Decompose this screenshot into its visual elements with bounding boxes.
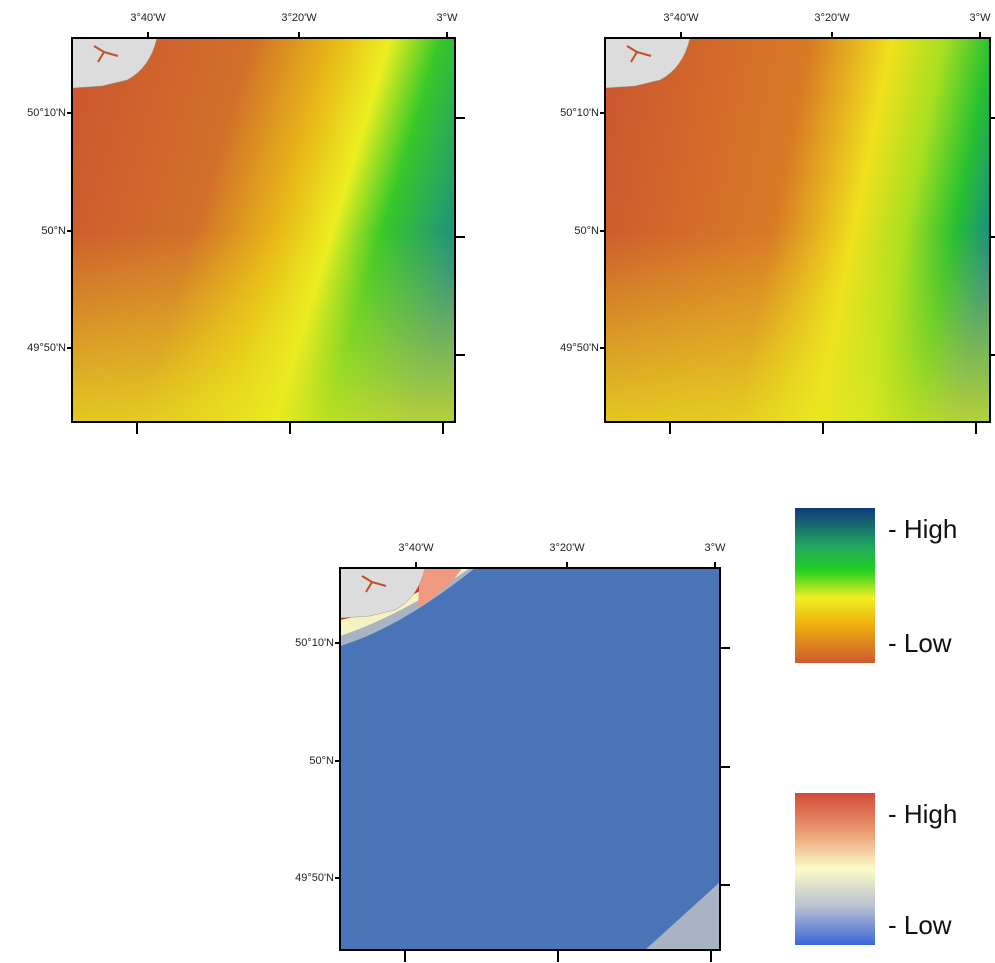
legend-high: - High [888,514,957,544]
latitude-label: 49°50'N [560,342,599,354]
latitude-label: 50°10'N [27,107,66,119]
legend-ramp [795,793,875,945]
latitude-label: 49°50'N [295,872,334,884]
legend: - High - Low [795,508,957,663]
legend-ramp [795,508,875,663]
map-panel: 3°40'W 3°20'W 3°W 50°10'N 50°N 49°50'N [27,12,465,434]
longitude-label: 3°W [705,542,727,554]
latitude-label: 50°N [309,755,334,767]
longitude-label: 3°20'W [281,12,317,24]
latitude-label: 50°N [574,225,599,237]
longitude-label: 3°40'W [398,542,434,554]
longitude-label: 3°20'W [549,542,585,554]
map-shading [72,38,455,422]
map-panel: 3°40'W 3°20'W 3°W 50°10'N 50°N 49°50'N [560,12,995,434]
figure: 3°40'W3°20'W3°W50°10'N50°N49°50'N3°40'W3… [0,0,995,963]
longitude-label: 3°W [970,12,992,24]
latitude-label: 50°N [41,225,66,237]
latitude-label: 50°10'N [560,107,599,119]
map-shading [605,38,990,422]
latitude-label: 49°50'N [27,342,66,354]
legend-low: - Low [888,910,952,940]
legend: - High - Low [795,793,957,945]
legend-low: - Low [888,628,952,658]
longitude-label: 3°20'W [814,12,850,24]
map-panel: 3°40'W 3°20'W 3°W 50°10'N 50°N 49°50'N [295,542,730,962]
latitude-label: 50°10'N [295,637,334,649]
legend-high: - High [888,799,957,829]
longitude-label: 3°40'W [663,12,699,24]
map-surface [340,568,720,950]
longitude-label: 3°40'W [130,12,166,24]
longitude-label: 3°W [437,12,459,24]
